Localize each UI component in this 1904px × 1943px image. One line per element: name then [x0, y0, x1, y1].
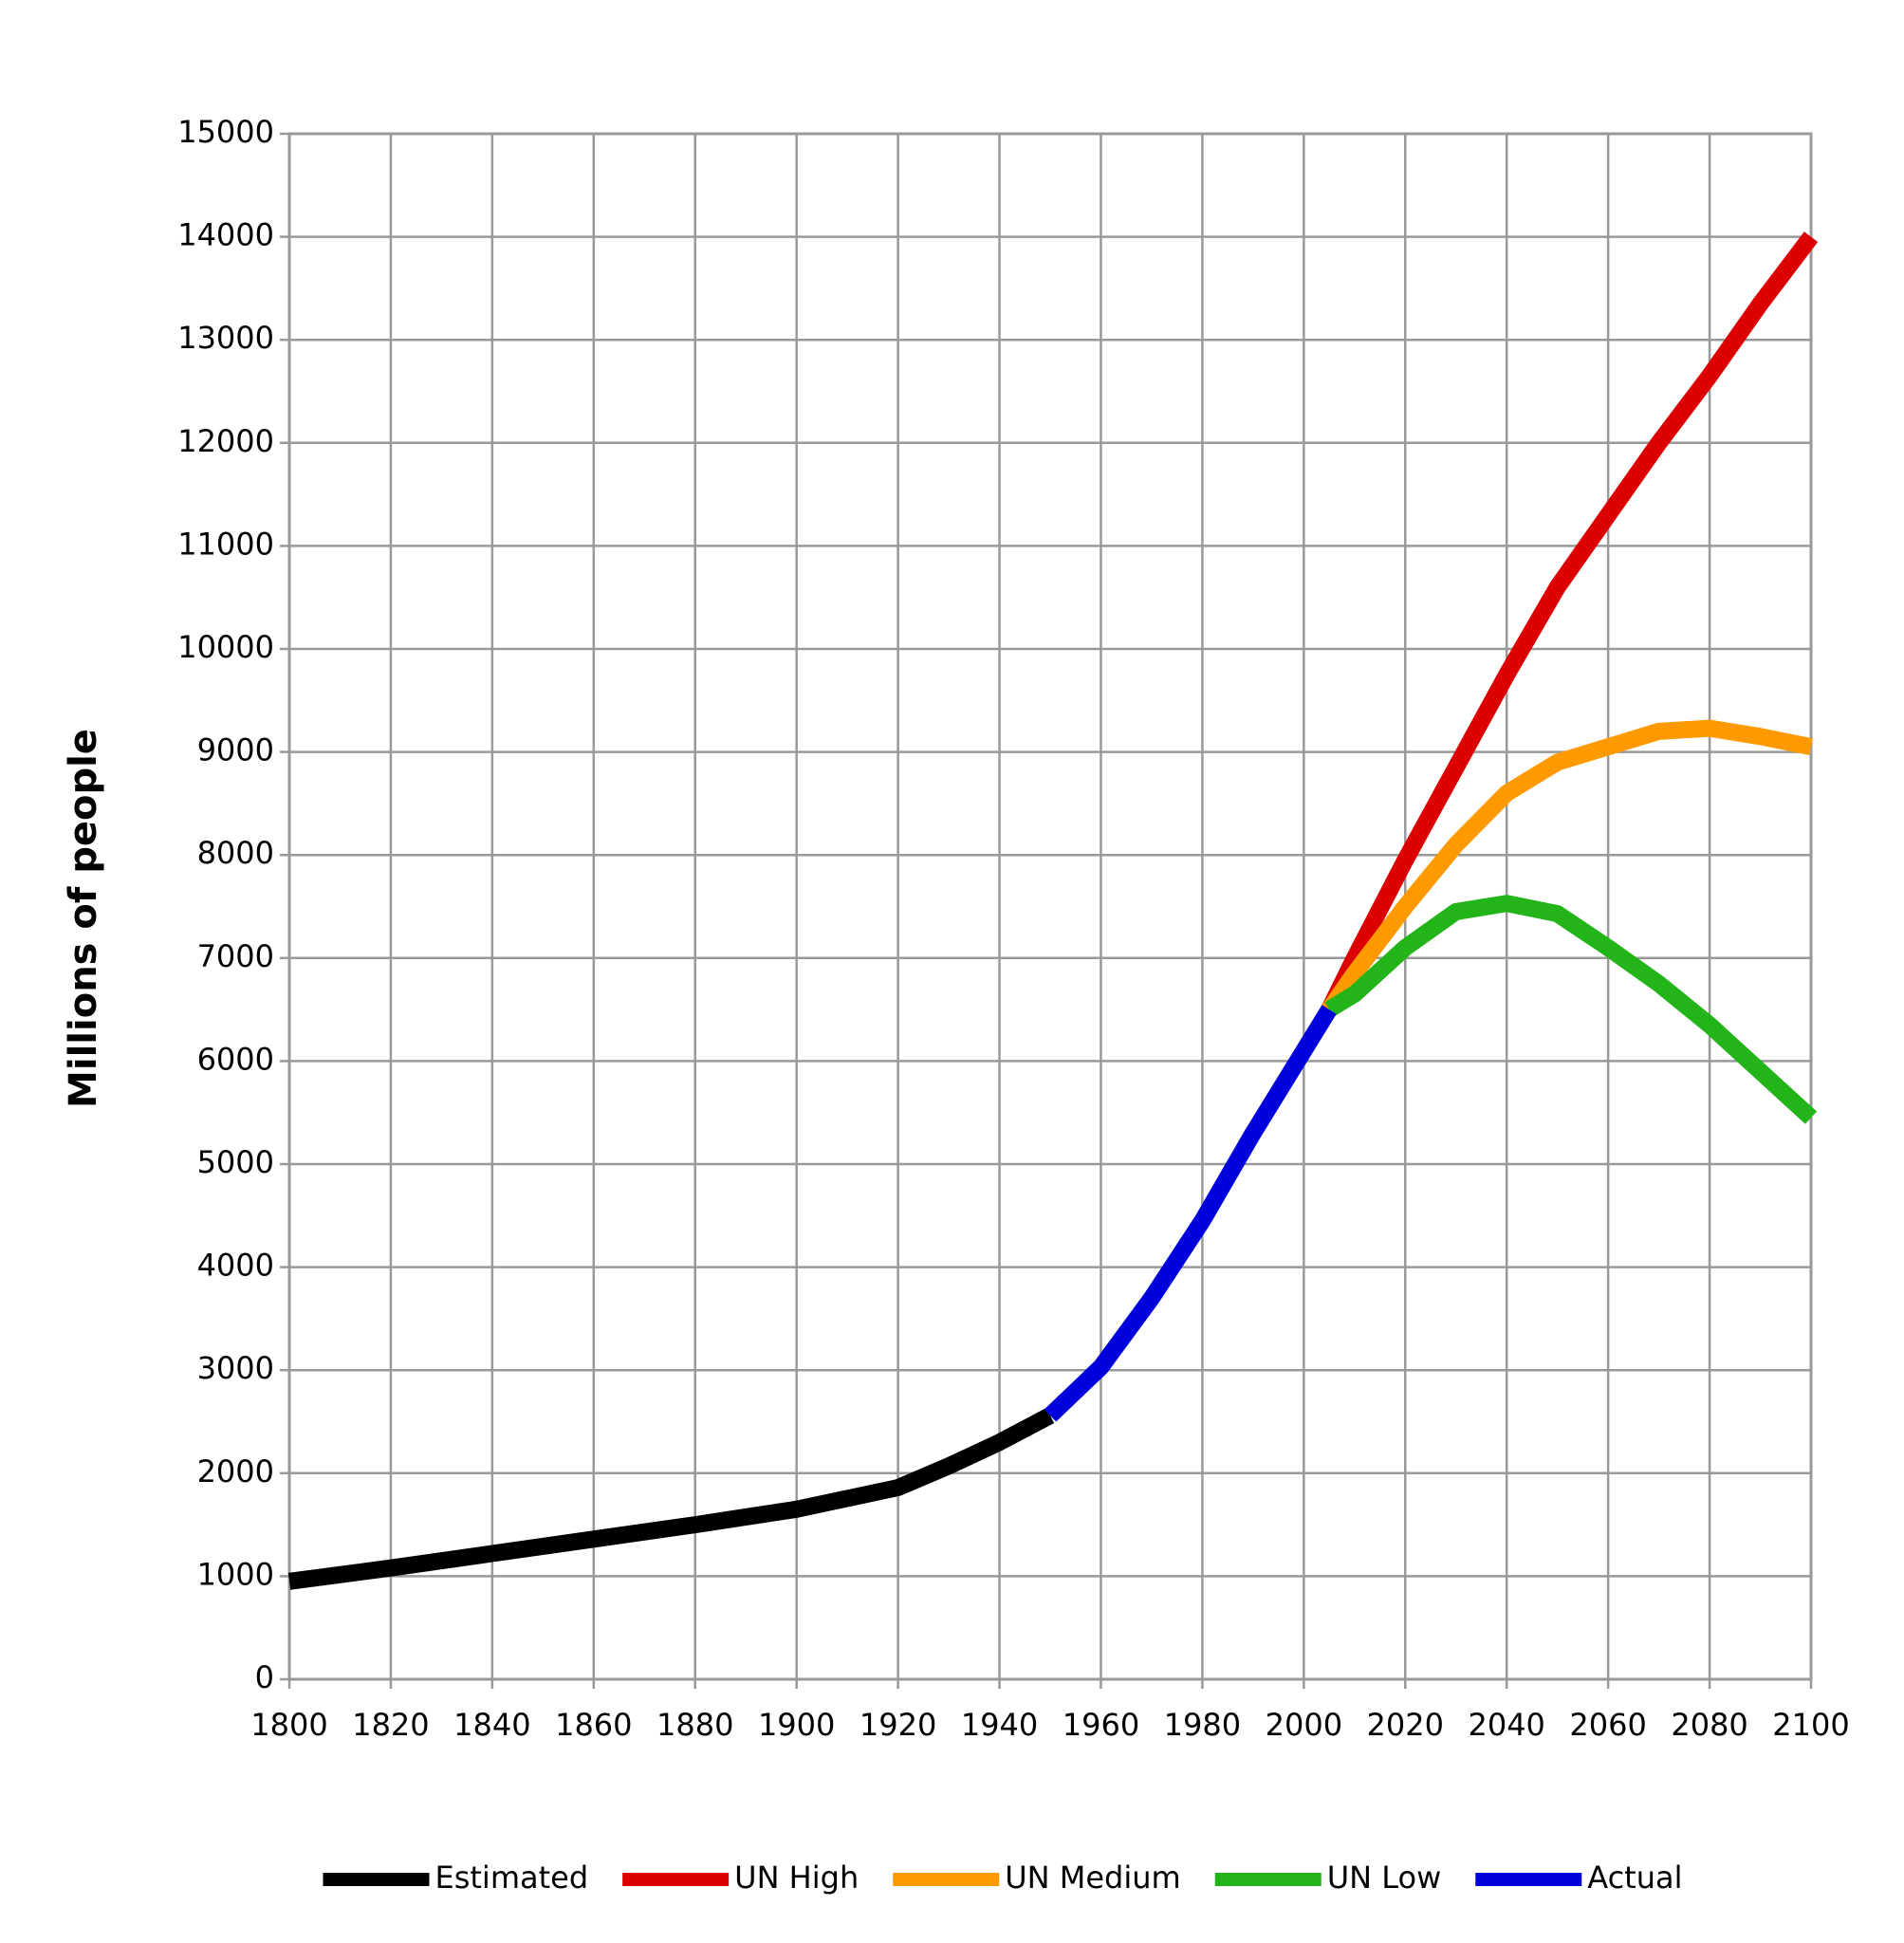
legend-label: Estimated — [434, 1860, 588, 1896]
x-tick-label: 1820 — [352, 1707, 429, 1743]
plot-frame — [287, 132, 1813, 1681]
y-tick-label: 8000 — [197, 835, 274, 871]
y-tick-label: 5000 — [197, 1144, 274, 1180]
series-line — [287, 1408, 1055, 1590]
x-tick-label: 1840 — [453, 1707, 530, 1743]
x-tick-label: 2100 — [1772, 1707, 1849, 1743]
x-tick-label: 1900 — [758, 1707, 835, 1743]
y-tick-label: 2000 — [197, 1453, 274, 1490]
series-line — [1324, 895, 1818, 1124]
y-tick-label: 7000 — [197, 938, 274, 974]
x-tick-label: 2000 — [1266, 1707, 1342, 1743]
x-tick-label: 2040 — [1468, 1707, 1544, 1743]
x-tick-label: 2060 — [1569, 1707, 1646, 1743]
y-tick-label: 14000 — [177, 217, 274, 253]
y-tick-label: 11000 — [177, 526, 274, 562]
y-tick-label: 6000 — [197, 1041, 274, 1077]
legend-label: UN Low — [1327, 1860, 1442, 1896]
x-tick-label: 1960 — [1063, 1707, 1139, 1743]
x-tick-label: 1920 — [860, 1707, 936, 1743]
y-tick-label: 3000 — [197, 1350, 274, 1386]
series-line — [1044, 1005, 1337, 1422]
y-tick-label: 15000 — [177, 114, 274, 150]
legend-label: UN High — [734, 1860, 859, 1896]
x-tick-label: 1980 — [1164, 1707, 1241, 1743]
y-tick-label: 12000 — [177, 423, 274, 459]
x-tick-label: 1860 — [555, 1707, 632, 1743]
x-tick-label: 2080 — [1671, 1707, 1747, 1743]
series-line — [1322, 719, 1813, 1015]
series-line — [1321, 231, 1819, 1014]
x-tick-label: 1800 — [250, 1707, 327, 1743]
x-tick-label: 1880 — [656, 1707, 733, 1743]
y-tick-label: 9000 — [197, 732, 274, 768]
y-axis-label: Millions of people — [62, 729, 105, 1108]
y-tick-label: 10000 — [177, 629, 274, 665]
y-tick-label: 1000 — [197, 1556, 274, 1592]
legend-label: UN Medium — [1005, 1860, 1180, 1896]
legend-label: Actual — [1587, 1860, 1682, 1896]
y-tick-label: 0 — [255, 1659, 274, 1695]
x-tick-label: 1940 — [961, 1707, 1038, 1743]
x-tick-label: 2020 — [1367, 1707, 1444, 1743]
y-tick-label: 13000 — [177, 320, 274, 356]
y-tick-label: 4000 — [197, 1248, 274, 1284]
